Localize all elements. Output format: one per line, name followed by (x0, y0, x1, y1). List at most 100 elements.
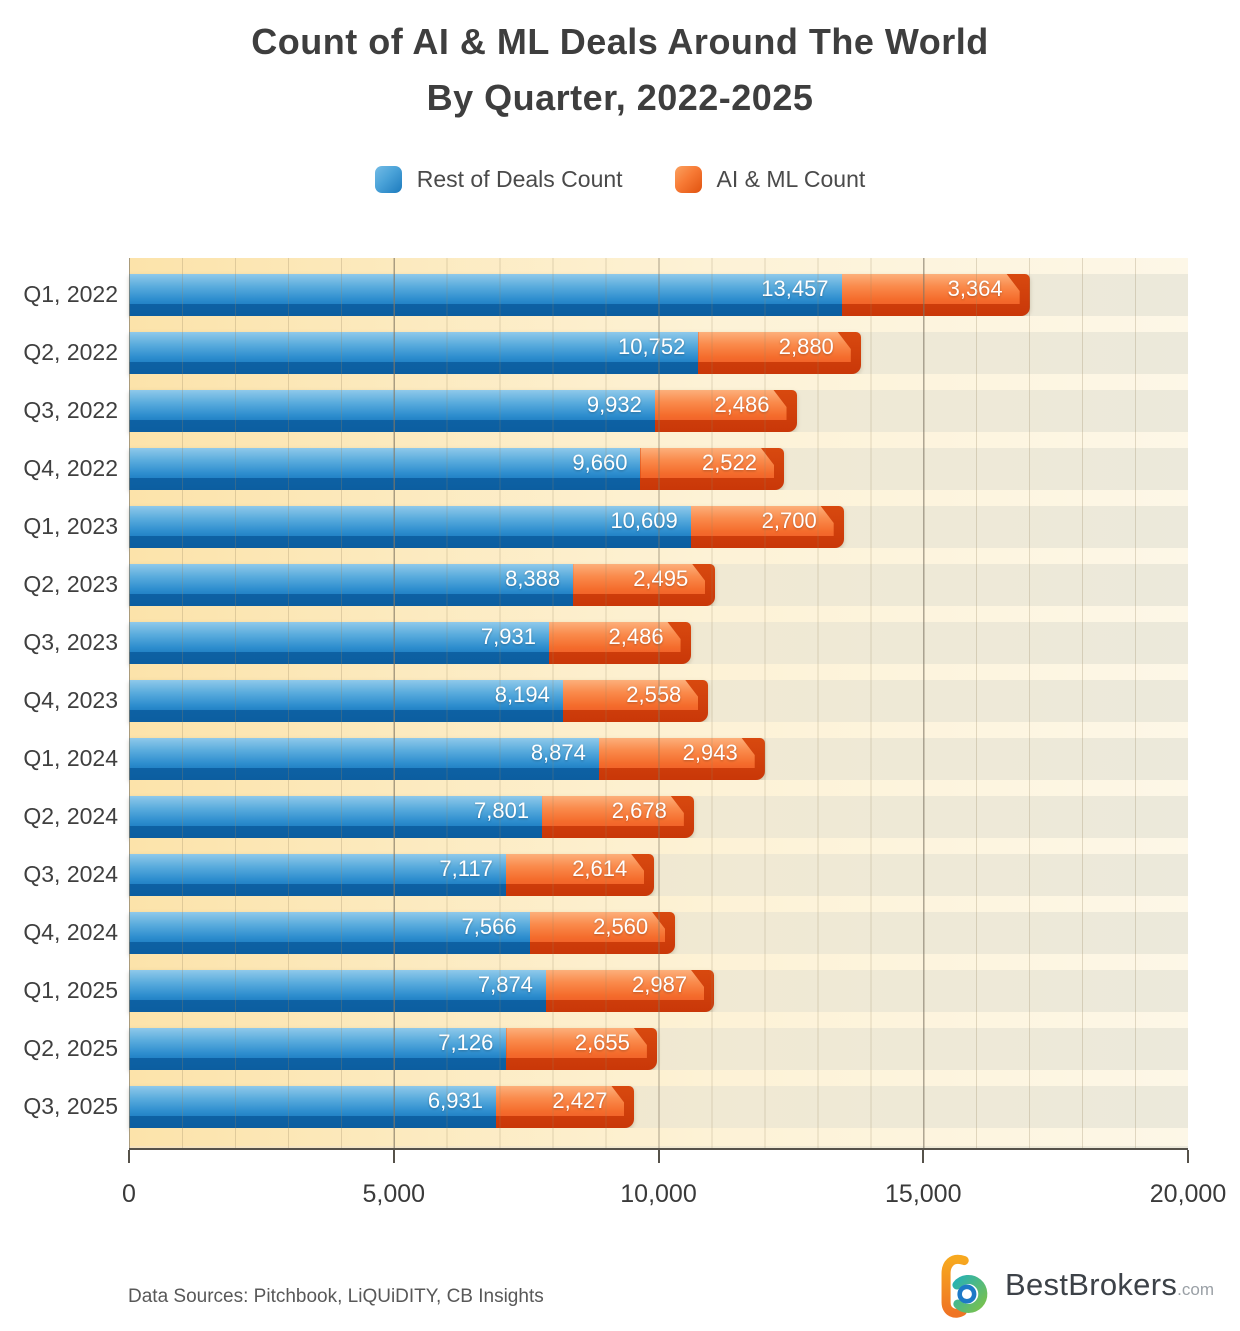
row-gap-band (129, 258, 1188, 274)
bestbrokers-logo-icon (941, 1254, 988, 1318)
bar-row: 7,566 2,560 (129, 896, 1188, 954)
plot-bottom-band (129, 1128, 1188, 1146)
row-gap-band (129, 1070, 1188, 1086)
ai-ml-segment: 3,364 (841, 274, 1030, 316)
axis-tick (1187, 1150, 1189, 1163)
rest-of-deals-segment: 9,932 (129, 390, 655, 432)
ai-ml-segment: 2,614 (505, 854, 655, 896)
ai-ml-segment: 2,486 (654, 390, 797, 432)
rest-of-deals-value: 6,931 (427, 1088, 483, 1113)
ai-ml-value: 2,614 (572, 856, 628, 881)
ai-ml-value: 2,678 (611, 798, 667, 823)
rest-of-deals-value: 9,660 (572, 450, 628, 475)
bar-row: 7,117 2,614 (129, 838, 1188, 896)
axis-tick-label: 0 (122, 1180, 136, 1208)
data-sources-note: Data Sources: Pitchbook, LiQUiDITY, CB I… (128, 1286, 544, 1307)
legend-swatch-orange-icon (674, 166, 702, 193)
legend-item-ai-ml: AI & ML Count (674, 166, 866, 193)
stacked-bar: 7,931 2,486 (129, 622, 1188, 664)
bar-row: 10,609 2,700 (129, 490, 1188, 548)
bar-row: 7,126 2,655 (129, 1012, 1188, 1070)
row-gap-band (129, 664, 1188, 680)
stacked-bar: 9,660 2,522 (129, 448, 1188, 490)
legend: Rest of Deals Count AI & ML Count (0, 166, 1240, 193)
bar-row: 9,932 2,486 (129, 374, 1188, 432)
rest-of-deals-segment: 7,126 (129, 1028, 507, 1070)
ai-ml-value: 2,427 (552, 1088, 608, 1113)
bar-rows: 13,457 3,364 10,752 2,880 9,932 2,486 9,660 2,5… (129, 258, 1188, 1128)
row-gap-band (129, 838, 1188, 854)
ai-ml-value: 2,558 (626, 682, 682, 707)
ai-ml-value: 2,495 (633, 566, 689, 591)
stacked-bar: 8,874 2,943 (129, 738, 1188, 780)
chart-title-line1: Count of AI & ML Deals Around The World (251, 21, 989, 62)
rest-of-deals-segment: 9,660 (129, 448, 641, 490)
brand-wordmark: BestBrokers.com (1005, 1267, 1214, 1303)
rest-of-deals-segment: 7,874 (129, 970, 546, 1012)
stacked-bar: 8,194 2,558 (129, 680, 1188, 722)
ai-ml-segment: 2,495 (573, 564, 716, 606)
axis-tick-label: 15,000 (885, 1180, 962, 1208)
bar-row: 9,660 2,522 (129, 432, 1188, 490)
axis-tick (128, 1150, 130, 1163)
ai-ml-segment: 2,678 (542, 796, 694, 838)
rest-of-deals-segment: 13,457 (129, 274, 842, 316)
stacked-bar: 10,752 2,880 (129, 332, 1188, 374)
row-gap-band (129, 722, 1188, 738)
rest-of-deals-segment: 6,931 (129, 1086, 496, 1128)
row-gap-band (129, 316, 1188, 332)
category-label: Q4, 2022 (23, 455, 118, 481)
rest-of-deals-value: 7,117 (439, 856, 493, 881)
brand-logo: BestBrokers.com (937, 1252, 1214, 1318)
row-gap-band (129, 374, 1188, 390)
ai-ml-segment: 2,943 (598, 738, 765, 780)
ai-ml-segment: 2,987 (545, 970, 715, 1012)
stacked-bar: 7,801 2,678 (129, 796, 1188, 838)
row-gap-band (129, 896, 1188, 912)
segment-face (129, 274, 842, 304)
row-gap-band (129, 1012, 1188, 1028)
rest-of-deals-value: 7,874 (477, 972, 533, 997)
rest-of-deals-segment: 8,194 (129, 680, 563, 722)
rest-of-deals-value: 8,194 (494, 682, 550, 707)
axis-tick-label: 10,000 (620, 1180, 697, 1208)
rest-of-deals-value: 10,752 (618, 334, 686, 359)
category-label: Q1, 2022 (23, 281, 118, 307)
rest-of-deals-segment: 7,801 (129, 796, 543, 838)
segment-face (129, 390, 655, 420)
axis-tick (392, 1150, 395, 1163)
bar-row: 13,457 3,364 (129, 258, 1188, 316)
bar-row: 7,874 2,987 (129, 954, 1188, 1012)
stacked-bar: 7,126 2,655 (129, 1028, 1188, 1070)
ai-ml-value: 2,880 (778, 334, 834, 359)
rest-of-deals-value: 10,609 (610, 508, 678, 533)
ai-ml-segment: 2,700 (690, 506, 844, 548)
category-label: Q1, 2025 (23, 977, 118, 1003)
legend-swatch-blue-icon (374, 166, 402, 193)
segment-face (129, 332, 699, 362)
brand-name: BestBrokers (1005, 1267, 1178, 1302)
rest-of-deals-segment: 7,117 (129, 854, 506, 896)
stacked-bar: 10,609 2,700 (129, 506, 1188, 548)
rest-of-deals-value: 8,874 (530, 740, 586, 765)
bar-row: 8,874 2,943 (129, 722, 1188, 780)
axis-tick (922, 1150, 925, 1163)
stacked-bar: 8,388 2,495 (129, 564, 1188, 606)
bar-row: 7,801 2,678 (129, 780, 1188, 838)
rest-of-deals-value: 7,566 (461, 914, 517, 939)
row-gap-band (129, 490, 1188, 506)
category-label: Q2, 2024 (23, 803, 118, 829)
stacked-bar: 7,117 2,614 (129, 854, 1188, 896)
rest-of-deals-segment: 8,874 (129, 738, 599, 780)
ai-ml-segment: 2,655 (506, 1028, 657, 1070)
category-label: Q4, 2024 (23, 919, 118, 945)
rest-of-deals-value: 7,801 (474, 798, 530, 823)
row-gap-band (129, 606, 1188, 622)
stacked-bar: 6,931 2,427 (129, 1086, 1188, 1128)
axis-tick-label: 5,000 (362, 1180, 426, 1208)
bar-row: 6,931 2,427 (129, 1070, 1188, 1128)
legend-label: AI & ML Count (716, 166, 866, 192)
ai-ml-segment: 2,522 (640, 448, 785, 490)
row-gap-band (129, 780, 1188, 796)
